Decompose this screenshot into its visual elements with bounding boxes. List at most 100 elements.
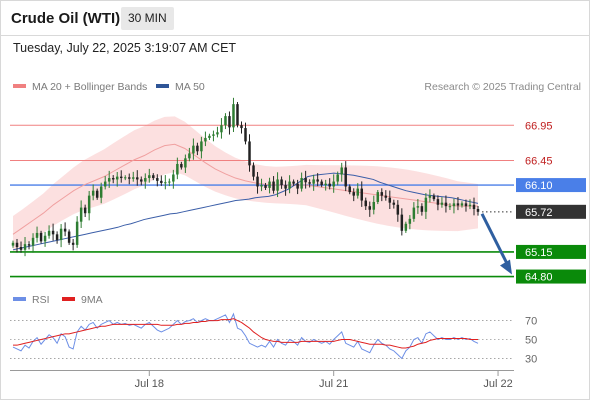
- candle-body: [248, 141, 251, 166]
- instrument-title: Crude Oil (WTI): [11, 10, 121, 27]
- candle-body: [396, 204, 400, 215]
- level-label-66.45: 66.45: [525, 155, 553, 167]
- rsi-line: [12, 312, 479, 360]
- level-tag-65.72: [516, 204, 586, 219]
- candle-body: [240, 125, 243, 129]
- candle-body: [83, 207, 87, 214]
- candle-body: [324, 183, 327, 186]
- candle-body: [212, 134, 215, 136]
- x-tick-label: Jul 21: [319, 378, 348, 390]
- candle-body: [272, 181, 275, 191]
- price-level-labels: 66.95 66.45 66.10 65.72 65.15 64.80: [516, 120, 586, 284]
- moving-averages: [12, 143, 479, 251]
- candle-body: [75, 221, 79, 245]
- candle-body: [468, 204, 472, 207]
- candle-body: [39, 232, 43, 242]
- candle-body: [115, 176, 119, 180]
- candle-body: [320, 181, 323, 186]
- candle-body: [408, 218, 412, 224]
- rsi-level-label-30: 30: [525, 353, 537, 365]
- candle-body: [156, 178, 159, 181]
- legend-rsi-swatch: [13, 297, 26, 301]
- candle-body: [180, 163, 183, 168]
- candle-body: [276, 179, 279, 191]
- x-tick-label: Jul 22: [483, 378, 512, 390]
- candle-body: [444, 202, 448, 207]
- rsi-ma-line: [13, 318, 478, 349]
- x-tick-label: Jul 18: [135, 378, 164, 390]
- candle-body: [456, 203, 460, 206]
- candle-body: [236, 104, 239, 126]
- level-label-64.80: 64.80: [525, 272, 553, 284]
- candle-body: [164, 182, 167, 184]
- candle-body: [428, 195, 432, 198]
- candle-body: [448, 206, 452, 208]
- candle-body: [296, 183, 299, 189]
- candle-body: [87, 195, 91, 214]
- ma50-line: [12, 172, 479, 251]
- candle-body: [220, 125, 223, 133]
- level-tag-65.15: [516, 244, 586, 259]
- candle-body: [432, 195, 436, 200]
- candle-body: [328, 183, 331, 187]
- candle-body: [43, 235, 47, 242]
- candle-body: [312, 179, 315, 184]
- candle-body: [188, 153, 191, 159]
- candle-body: [132, 177, 135, 179]
- candle-body: [424, 197, 428, 212]
- legend-ma50-label: MA 50: [175, 81, 205, 93]
- research-credit: Research © 2025 Trading Central: [424, 81, 581, 93]
- legend-rsi-label: RSI: [32, 294, 50, 306]
- candles: [11, 97, 480, 257]
- candle-body: [176, 163, 179, 175]
- timeframe-badge[interactable]: 30 MIN: [121, 7, 174, 30]
- candle-body: [95, 190, 99, 198]
- candle-body: [380, 192, 384, 196]
- candle-body: [11, 242, 15, 246]
- candle-body: [344, 167, 347, 187]
- candle-body: [268, 181, 271, 188]
- candle-body: [284, 185, 287, 189]
- candle-body: [148, 175, 151, 179]
- candle-body: [416, 206, 420, 208]
- candle-body: [200, 141, 203, 152]
- candle-body: [79, 207, 83, 222]
- candle-body: [280, 179, 283, 186]
- candle-body: [260, 185, 263, 187]
- candle-body: [300, 178, 303, 189]
- candle-body: [376, 192, 380, 202]
- candle-body: [244, 128, 247, 142]
- candle-body: [232, 104, 235, 128]
- candle-body: [392, 202, 396, 205]
- candle-body: [308, 182, 311, 184]
- level-tag-64.80: [516, 269, 586, 284]
- candle-body: [59, 228, 63, 240]
- candle-body: [360, 188, 363, 201]
- timestamp: Tuesday, July 22, 2025 3:19:07 AM CET: [13, 41, 237, 55]
- candle-body: [224, 116, 227, 126]
- candle-body: [292, 181, 295, 184]
- legend-rsi-ma-swatch: [62, 297, 75, 301]
- candle-body: [123, 177, 127, 179]
- candle-body: [364, 200, 368, 207]
- legend-ma20-label: MA 20 + Bollinger Bands: [32, 81, 147, 93]
- candle-body: [192, 145, 195, 154]
- candle-body: [352, 192, 355, 196]
- candle-body: [71, 242, 75, 245]
- rsi-level-label-50: 50: [525, 335, 537, 347]
- candle-body: [103, 181, 107, 187]
- candle-body: [228, 116, 231, 128]
- candle-body: [476, 209, 480, 212]
- candle-body: [35, 232, 39, 238]
- x-axis: Jul 18 Jul 21 Jul 22: [10, 370, 514, 390]
- candle-body: [111, 178, 115, 180]
- candle-body: [384, 195, 388, 198]
- candle-body: [51, 230, 55, 235]
- rsi-legend: RSI 9MA: [13, 294, 103, 306]
- candle-body: [91, 190, 95, 196]
- candle-body: [196, 145, 199, 152]
- candle-body: [264, 185, 267, 188]
- main-legend: MA 20 + Bollinger Bands MA 50 Research ©…: [13, 81, 581, 93]
- level-label-65.72: 65.72: [525, 207, 553, 219]
